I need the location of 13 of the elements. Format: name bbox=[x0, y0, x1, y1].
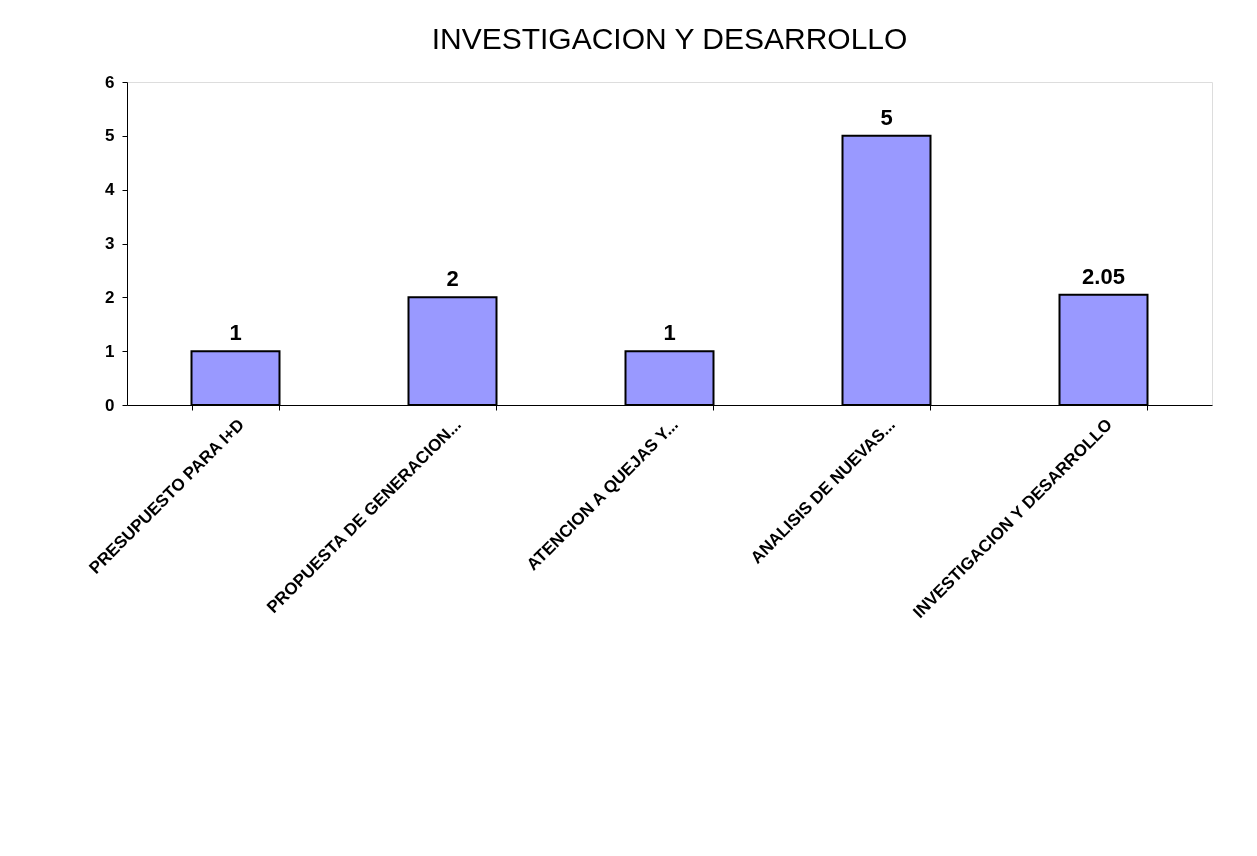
y-tick-label: 3 bbox=[105, 234, 115, 253]
data-label: 1 bbox=[663, 320, 676, 346]
data-label: 1 bbox=[229, 320, 242, 346]
y-tick-label: 5 bbox=[105, 126, 115, 146]
y-tick-label: 1 bbox=[105, 341, 115, 361]
y-tick-label: 6 bbox=[105, 72, 115, 92]
chart-title: INVESTIGACION Y DESARROLLO bbox=[431, 22, 908, 55]
data-label: 5 bbox=[880, 104, 893, 130]
data-label: 2.05 bbox=[1082, 263, 1125, 289]
y-tick-label: 0 bbox=[105, 395, 115, 415]
y-tick-label: 2 bbox=[105, 287, 115, 307]
data-label: 2 bbox=[446, 266, 459, 292]
y-tick-label: 4 bbox=[105, 180, 116, 200]
